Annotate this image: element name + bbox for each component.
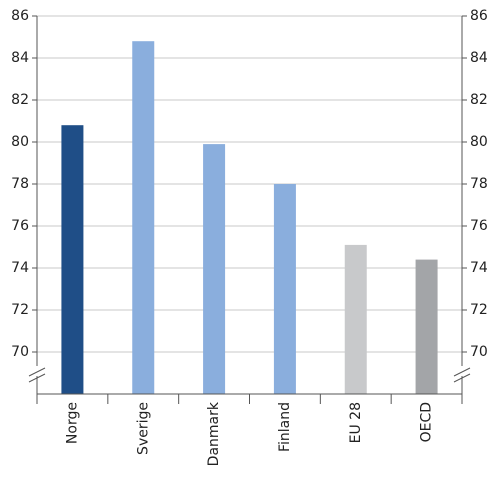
bar	[61, 125, 84, 394]
x-tick-label: Sverige	[135, 402, 151, 455]
y-tick-label: 78	[11, 176, 29, 192]
y-tick-label: 80	[11, 134, 29, 150]
y-tick-label: 70	[11, 344, 29, 360]
y2-tick-label: 84	[470, 50, 488, 66]
y2-tick-label: 74	[470, 260, 488, 276]
y-tick-label: 84	[11, 50, 29, 66]
bar	[132, 41, 155, 394]
y2-tick-label: 82	[470, 92, 488, 108]
y2-tick-label: 86	[470, 8, 488, 24]
y2-tick-label: 76	[470, 218, 488, 234]
y-tick-label: 74	[11, 260, 29, 276]
x-tick-label: Finland	[277, 402, 293, 452]
x-tick-label: Norge	[64, 402, 80, 444]
bar	[203, 144, 226, 394]
bar	[415, 259, 438, 394]
y-tick-label: 82	[11, 92, 29, 108]
x-tick-label: Danmark	[206, 401, 222, 466]
bar	[344, 244, 367, 394]
y2-tick-label: 70	[470, 344, 488, 360]
x-tick-label: OECD	[419, 402, 435, 442]
y2-tick-label: 72	[470, 302, 488, 318]
y-tick-label: 86	[11, 8, 29, 24]
axis-break	[27, 366, 472, 383]
bar	[273, 184, 296, 394]
y-tick-label: 72	[11, 302, 29, 318]
y2-tick-label: 78	[470, 176, 488, 192]
y-tick-label: 76	[11, 218, 29, 234]
y2-tick-label: 80	[470, 134, 488, 150]
x-tick-label: EU 28	[348, 402, 364, 443]
